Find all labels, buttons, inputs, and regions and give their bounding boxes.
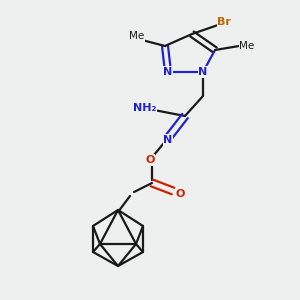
- Text: N: N: [164, 135, 172, 145]
- Text: NH₂: NH₂: [133, 103, 157, 113]
- Text: N: N: [164, 67, 172, 77]
- Text: Me: Me: [129, 31, 145, 41]
- Text: N: N: [198, 67, 208, 77]
- Text: O: O: [145, 155, 155, 165]
- Text: O: O: [175, 189, 185, 199]
- Text: Me: Me: [239, 41, 255, 51]
- Text: Br: Br: [217, 17, 231, 27]
